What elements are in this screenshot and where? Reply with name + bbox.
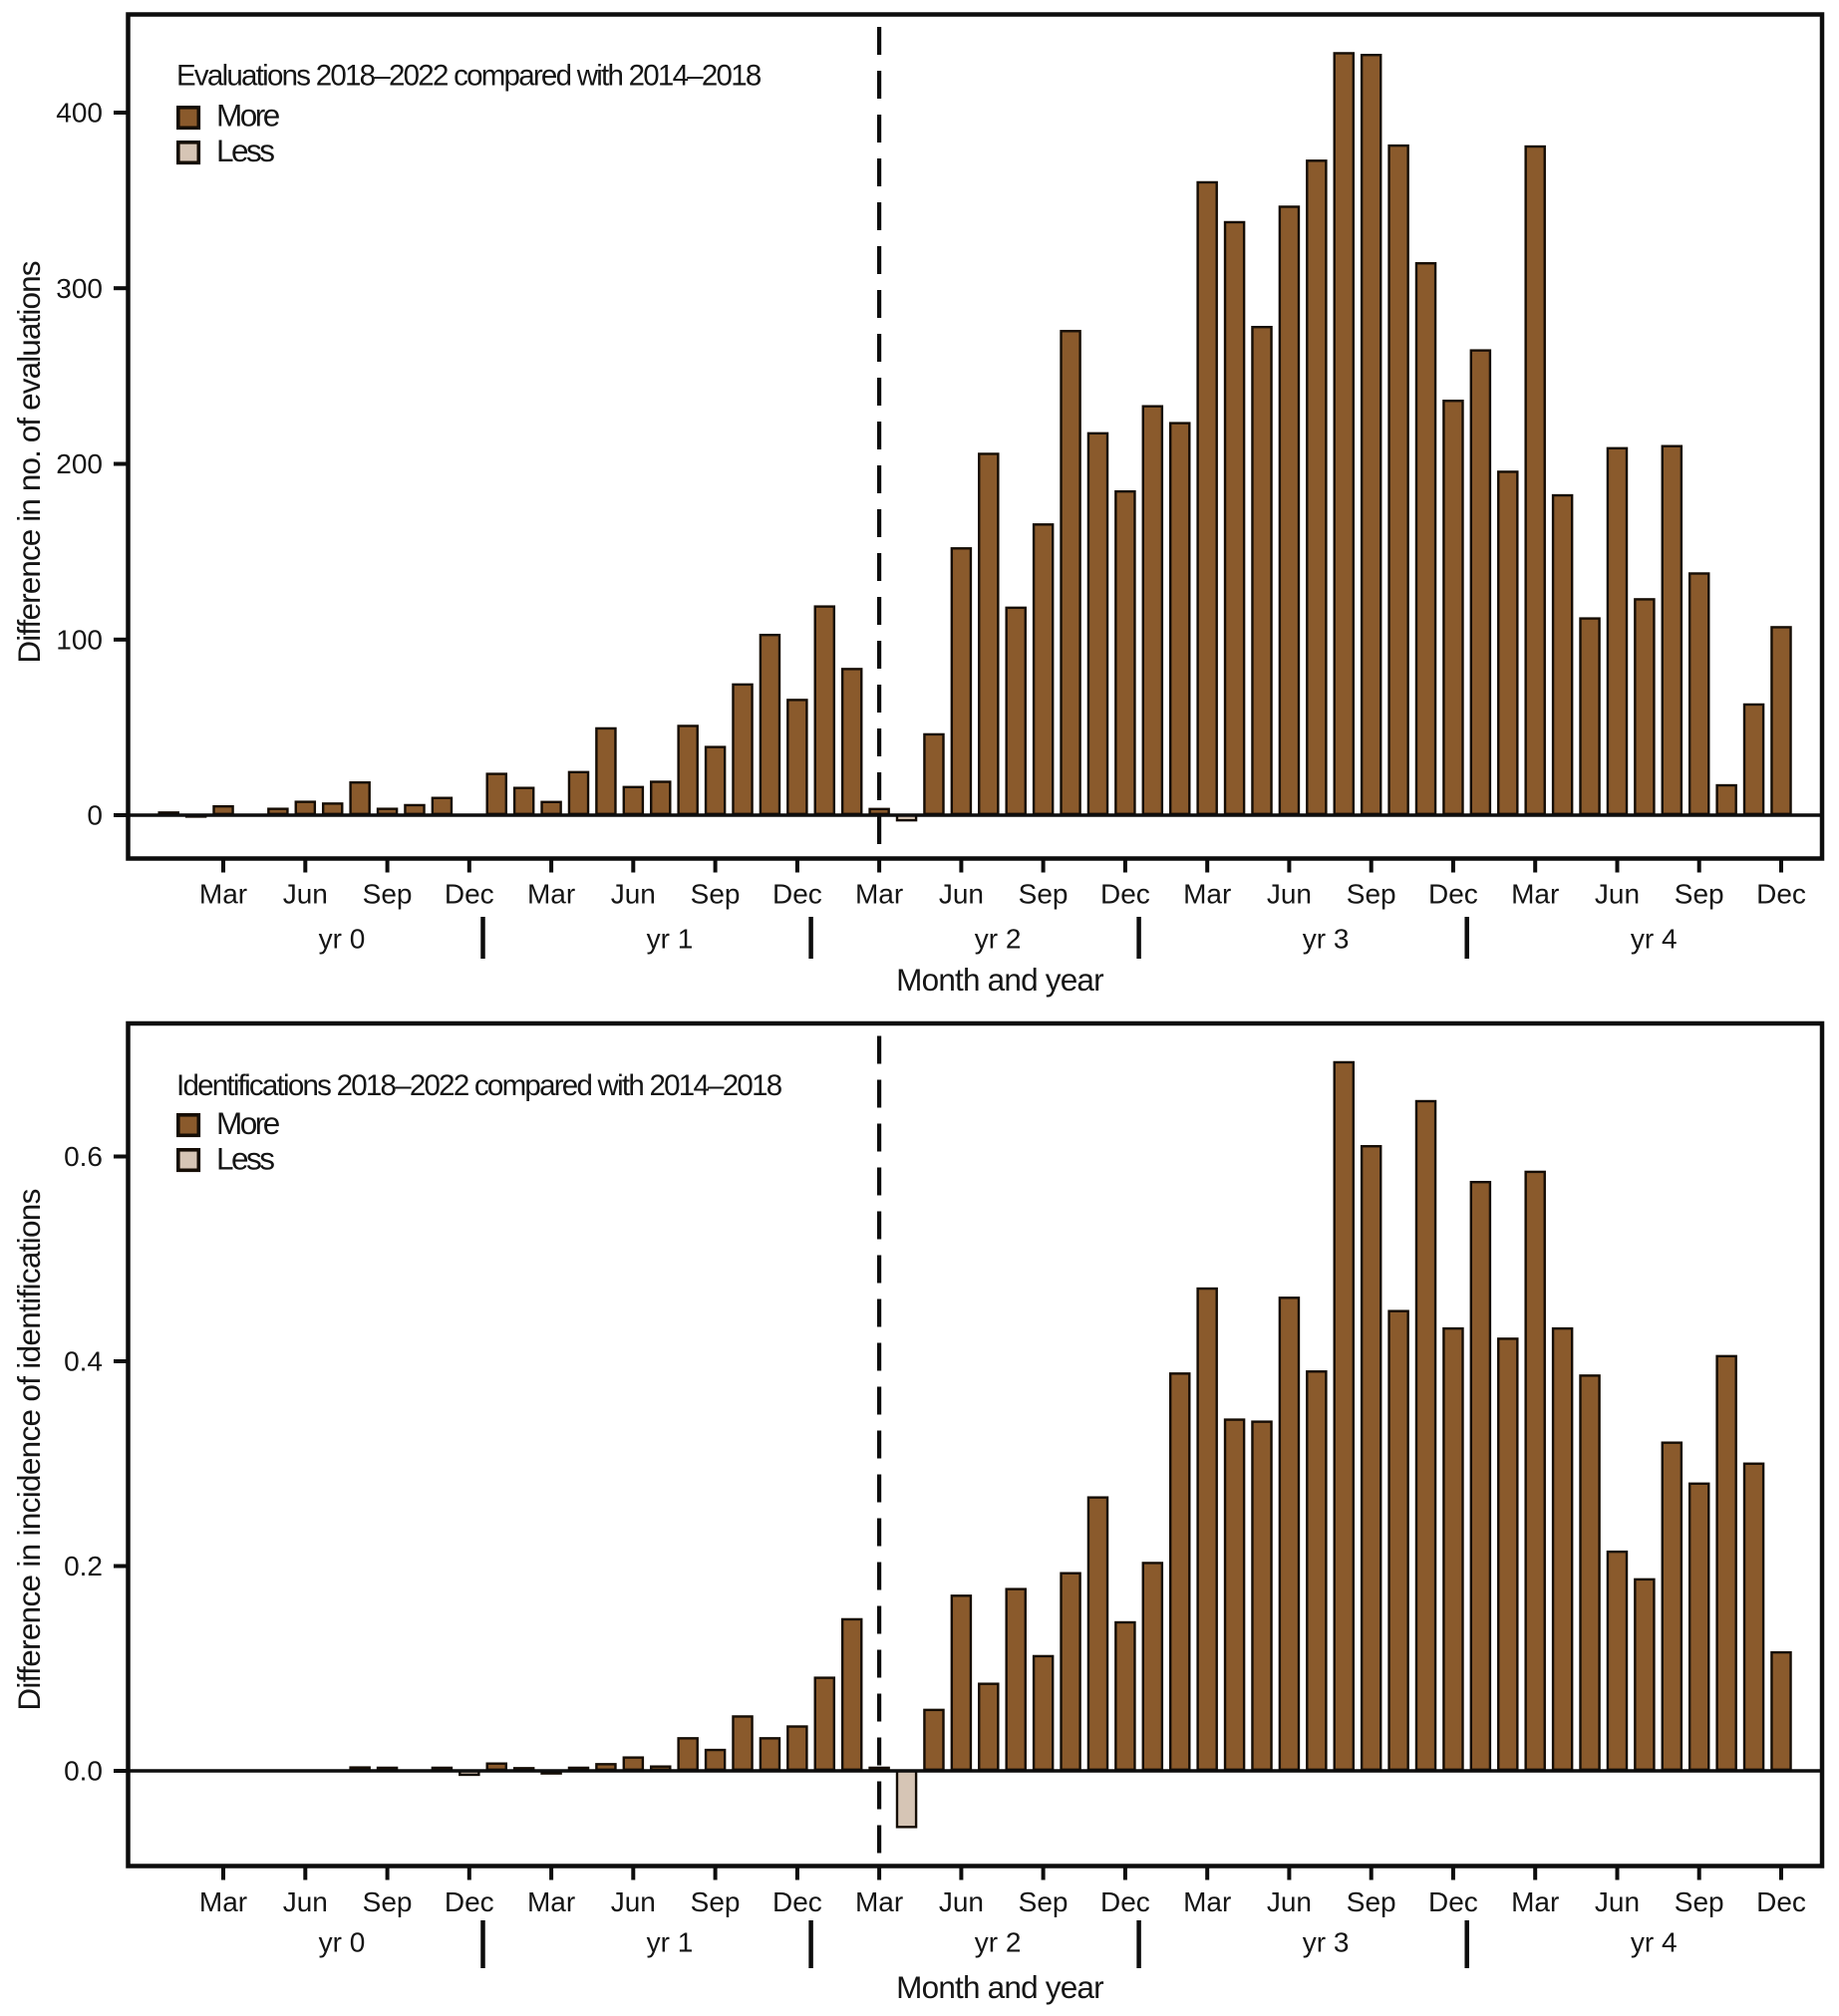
svg-text:Mar: Mar	[527, 1886, 575, 1917]
svg-text:Jun: Jun	[1595, 1886, 1640, 1917]
svg-text:Identifications 2018–2022 comp: Identifications 2018–2022 compared with …	[176, 1069, 782, 1102]
svg-text:0.4: 0.4	[64, 1346, 103, 1377]
svg-text:Sep: Sep	[691, 879, 741, 910]
svg-text:Jun: Jun	[283, 879, 328, 910]
svg-text:Sep: Sep	[1019, 1886, 1069, 1917]
svg-text:Mar: Mar	[1183, 879, 1231, 910]
svg-text:Jun: Jun	[611, 1886, 656, 1917]
svg-text:yr 2: yr 2	[975, 1927, 1022, 1958]
svg-text:Jun: Jun	[1267, 879, 1312, 910]
svg-text:Jun: Jun	[1267, 1886, 1312, 1917]
svg-text:Dec: Dec	[445, 879, 494, 910]
svg-text:200: 200	[56, 448, 103, 479]
svg-text:Mar: Mar	[1511, 1886, 1559, 1917]
svg-text:400: 400	[56, 98, 103, 129]
svg-text:Dec: Dec	[445, 1886, 494, 1917]
svg-text:Difference in incidence of ide: Difference in incidence of identificatio…	[11, 1189, 47, 1710]
svg-text:0: 0	[87, 800, 103, 831]
svg-text:300: 300	[56, 273, 103, 304]
svg-text:Jun: Jun	[283, 1886, 328, 1917]
svg-text:Sep: Sep	[1675, 1886, 1724, 1917]
svg-text:Mar: Mar	[1511, 879, 1559, 910]
svg-text:Sep: Sep	[363, 1886, 413, 1917]
svg-text:Dec: Dec	[1756, 879, 1806, 910]
svg-text:Mar: Mar	[855, 879, 903, 910]
svg-text:yr 2: yr 2	[975, 924, 1022, 955]
svg-text:More: More	[216, 1105, 280, 1141]
svg-text:Jun: Jun	[939, 1886, 984, 1917]
svg-text:Sep: Sep	[1019, 879, 1069, 910]
svg-text:yr 4: yr 4	[1631, 1927, 1678, 1958]
svg-text:yr 0: yr 0	[319, 1927, 366, 1958]
svg-text:yr 3: yr 3	[1303, 1927, 1350, 1958]
svg-text:Mar: Mar	[199, 1886, 247, 1917]
svg-text:Difference in no. of evaluatio: Difference in no. of evaluations	[11, 261, 47, 663]
svg-text:Mar: Mar	[199, 879, 247, 910]
svg-text:Month and year: Month and year	[896, 962, 1103, 998]
svg-text:100: 100	[56, 624, 103, 655]
svg-text:Jun: Jun	[939, 879, 984, 910]
svg-text:Sep: Sep	[691, 1886, 741, 1917]
svg-text:Dec: Dec	[1756, 1886, 1806, 1917]
svg-text:Evaluations 2018–2022 compared: Evaluations 2018–2022 compared with 2014…	[176, 60, 762, 93]
svg-text:Sep: Sep	[1347, 1886, 1396, 1917]
svg-text:Jun: Jun	[611, 879, 656, 910]
svg-text:Dec: Dec	[1428, 1886, 1478, 1917]
svg-text:Sep: Sep	[1675, 879, 1724, 910]
svg-text:Less: Less	[216, 1141, 274, 1177]
svg-text:Dec: Dec	[1428, 879, 1478, 910]
svg-text:Dec: Dec	[1100, 879, 1150, 910]
svg-text:0.0: 0.0	[64, 1756, 103, 1787]
svg-text:0.6: 0.6	[64, 1141, 103, 1172]
svg-text:yr 3: yr 3	[1303, 924, 1350, 955]
svg-text:Mar: Mar	[527, 879, 575, 910]
svg-text:yr 0: yr 0	[319, 924, 366, 955]
svg-text:yr 1: yr 1	[647, 1927, 694, 1958]
svg-text:0.2: 0.2	[64, 1551, 103, 1582]
svg-text:More: More	[216, 98, 280, 134]
svg-text:Less: Less	[216, 133, 274, 168]
svg-text:Sep: Sep	[1347, 879, 1396, 910]
svg-text:Dec: Dec	[1100, 1886, 1150, 1917]
svg-text:Jun: Jun	[1595, 879, 1640, 910]
svg-text:yr 4: yr 4	[1631, 924, 1678, 955]
svg-text:Mar: Mar	[855, 1886, 903, 1917]
svg-text:yr 1: yr 1	[647, 924, 694, 955]
svg-text:Dec: Dec	[772, 1886, 822, 1917]
svg-text:Mar: Mar	[1183, 1886, 1231, 1917]
svg-text:Sep: Sep	[363, 879, 413, 910]
svg-text:Dec: Dec	[772, 879, 822, 910]
svg-text:Month and year: Month and year	[896, 1969, 1103, 2005]
